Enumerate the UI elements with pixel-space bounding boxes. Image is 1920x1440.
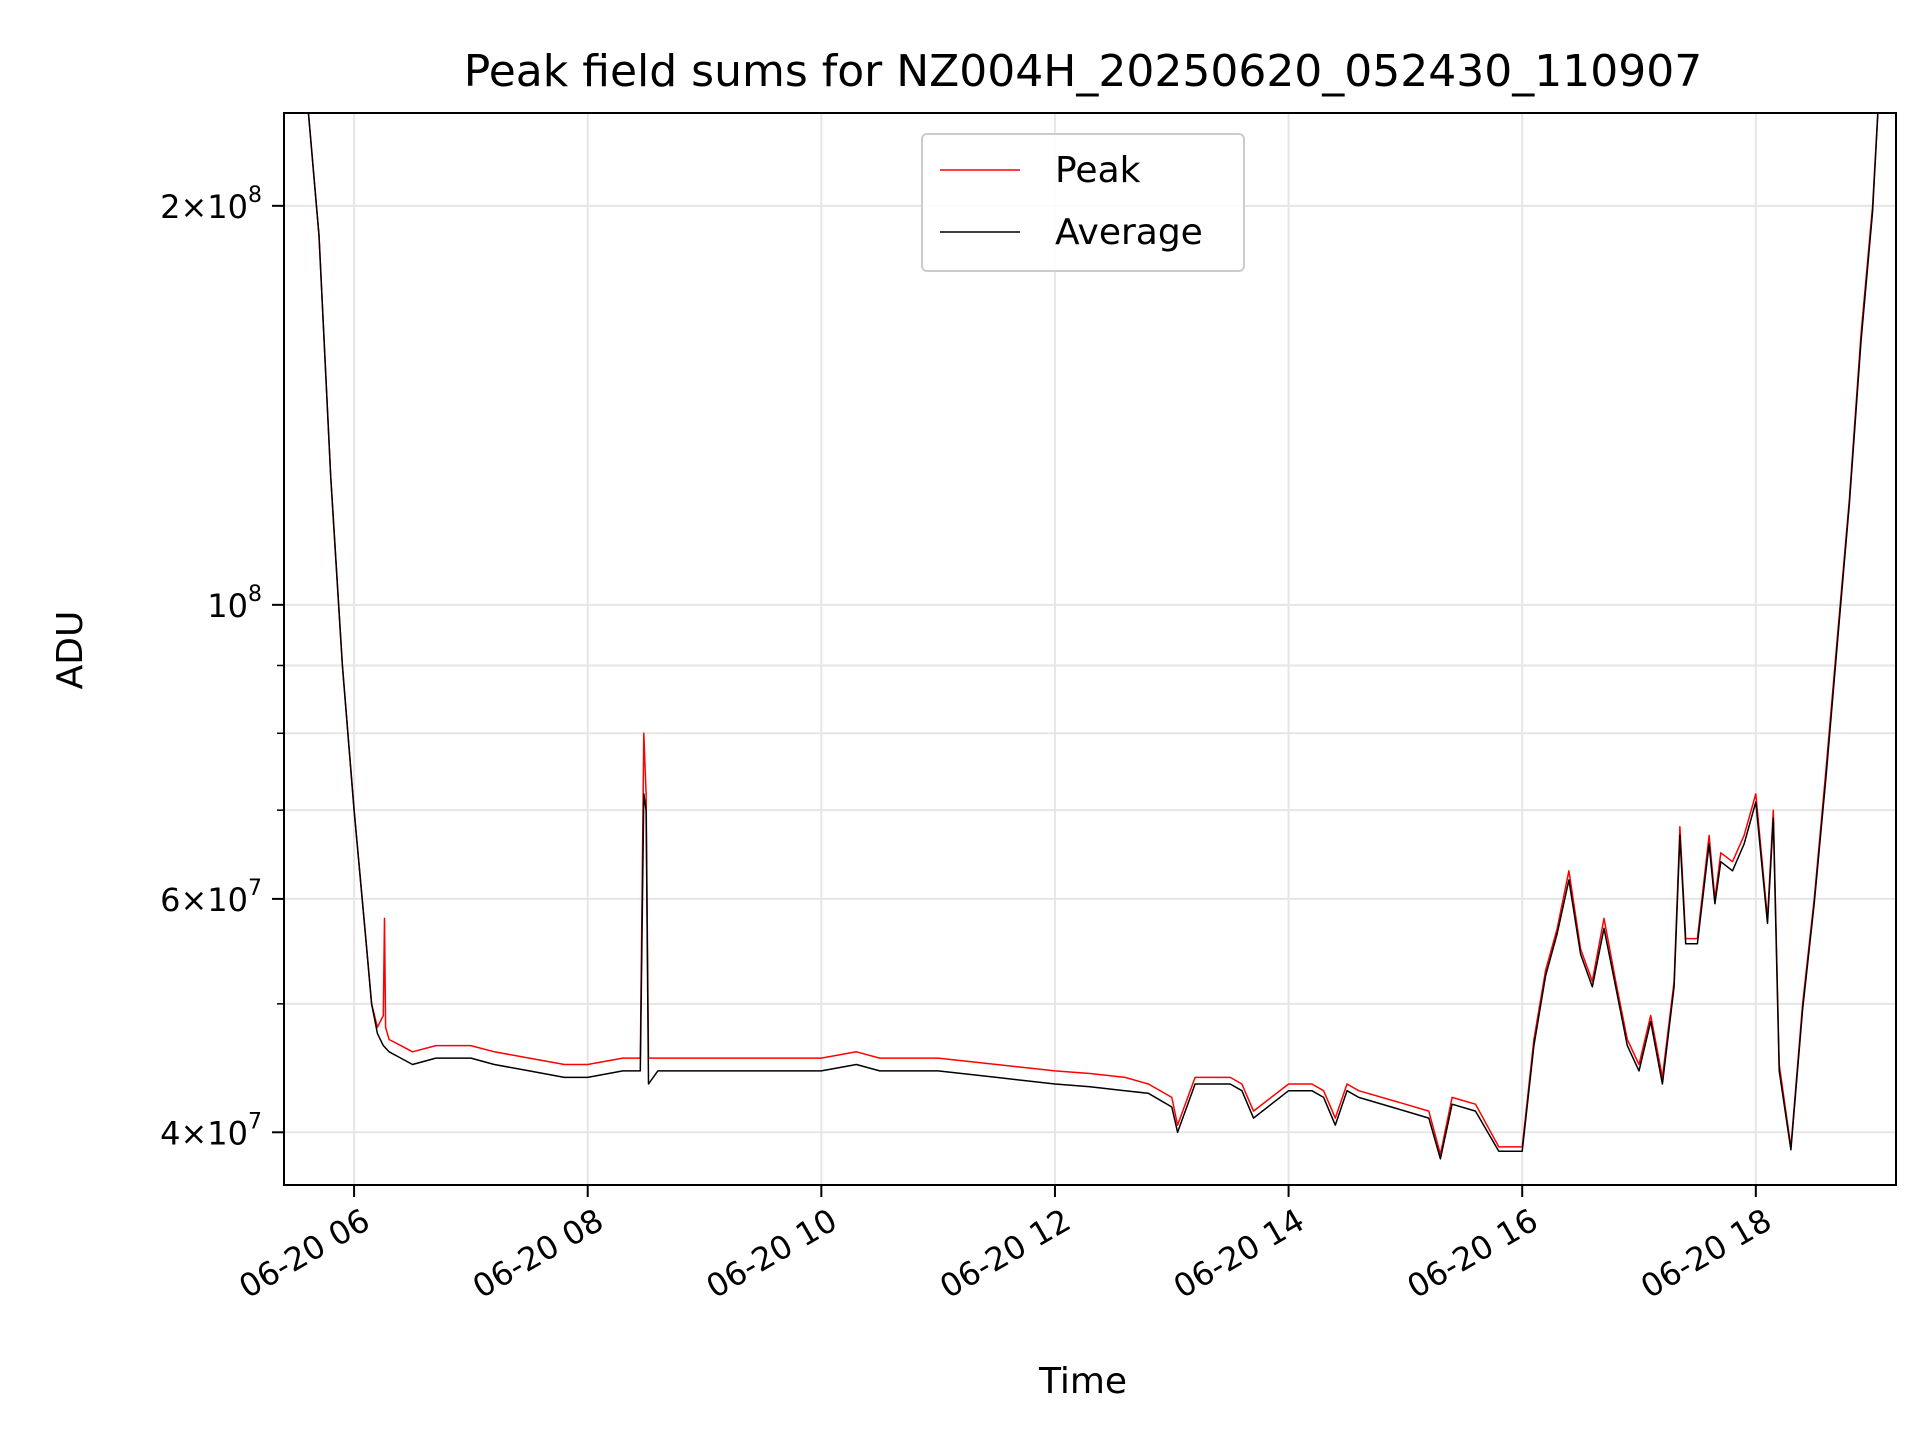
y-tick-label: 4×107 — [160, 1109, 262, 1152]
plot-frame — [283, 112, 1897, 1186]
series-lines — [307, 113, 1879, 1160]
x-axis-label: Time — [1038, 1361, 1127, 1402]
series-line-average — [307, 113, 1879, 1160]
chart-title: Peak field sums for NZ004H_20250620_0524… — [464, 46, 1702, 97]
legend-label-peak: Peak — [1055, 150, 1141, 191]
y-tick-label: 108 — [207, 582, 262, 625]
y-axis-ticks: 4×107 6×107 108 2×108 — [160, 183, 284, 1152]
series-line-peak — [307, 113, 1879, 1156]
legend-box — [921, 133, 1245, 272]
y-tick-label: 6×107 — [160, 876, 262, 919]
y-tick-label: 2×108 — [160, 183, 262, 226]
legend-label-average: Average — [1055, 212, 1203, 253]
y-axis-label: ADU — [50, 611, 91, 690]
legend: Peak Average — [921, 133, 1245, 272]
